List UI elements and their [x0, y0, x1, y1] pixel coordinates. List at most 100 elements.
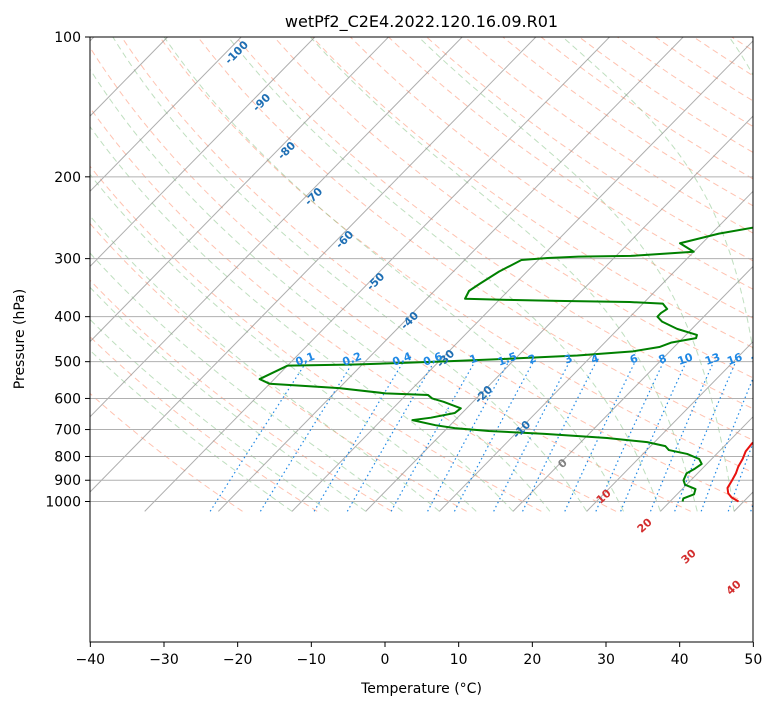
isotherm-label: -20	[472, 383, 495, 406]
dry-adiabat	[350, 37, 753, 319]
moist-adiabat-label: 0	[555, 456, 570, 471]
moist-adiabat	[227, 37, 661, 512]
y-tick-label: 600	[54, 391, 81, 407]
dry-adiabat	[770, 37, 775, 511]
dry-adiabat	[388, 37, 753, 290]
mixing-ratio-line	[674, 361, 737, 512]
mixing-ratio-label: 3	[563, 352, 575, 367]
mixing-ratio-label: 0.4	[391, 350, 414, 369]
isotherm-line	[90, 37, 316, 268]
moist-adiabat	[90, 286, 366, 512]
mixing-ratio-label: 6	[628, 352, 640, 367]
mixing-ratio-line	[209, 361, 308, 512]
dry-adiabat	[540, 37, 753, 180]
dry-adiabat	[90, 165, 542, 512]
y-tick-label: 300	[54, 252, 81, 268]
x-tick-label: 0	[381, 652, 390, 668]
mixing-ratio-label: 10	[676, 350, 695, 368]
isotherm-line	[586, 340, 753, 512]
isotherm-line	[365, 115, 753, 512]
chart-title: wetPf2_C2E4.2022.120.16.09.R01	[285, 12, 558, 32]
dry-adiabat	[90, 222, 467, 512]
mixing-ratio-label: 2	[526, 352, 538, 367]
mixing-ratio-line	[750, 502, 753, 512]
x-tick-label: 50	[744, 652, 762, 668]
x-axis: −40 −30 −20 −10 0 10 20 30 40 50	[76, 642, 762, 668]
y-tick-label: 400	[54, 310, 81, 326]
mixing-ratio-label: 13	[703, 350, 722, 367]
isotherm-label: -70	[302, 185, 325, 208]
temperature-profile-line	[726, 441, 753, 503]
moist-adiabat	[90, 318, 330, 512]
moist-adiabat	[163, 37, 624, 512]
isotherm-label: -50	[364, 270, 387, 293]
dry-adiabat	[121, 37, 753, 507]
mixing-ratio-line	[346, 361, 435, 512]
dry-adiabat	[90, 392, 243, 512]
isotherm-line	[90, 37, 390, 343]
plot-area: -100-90-80-70-60-50-40-30-20-100.1 0.2 0.4…	[90, 37, 775, 598]
mixing-ratio-label: 8	[657, 352, 669, 367]
mixing-ratio-label: 20	[750, 350, 769, 368]
isotherm-label: -80	[275, 139, 298, 162]
mixing-ratio-label: 0.2	[341, 350, 364, 369]
x-tick-label: 20	[523, 652, 541, 668]
y-tick-label: 1000	[45, 495, 81, 511]
y-tick-label: 700	[54, 423, 81, 439]
isotherm-line	[218, 37, 684, 512]
mixing-ratio-label: 0.1	[294, 350, 317, 369]
dry-adiabat	[235, 37, 753, 410]
dewpoint-profile-line	[258, 226, 753, 502]
mixing-ratio-label: 16	[725, 350, 744, 368]
moist-adiabat-label: 40	[724, 577, 744, 597]
moist-adiabat-label: 20	[635, 515, 655, 535]
isotherm-line	[291, 40, 753, 512]
isotherm-line	[144, 37, 611, 512]
y-tick-label: 900	[54, 473, 81, 489]
moist-adiabat	[310, 37, 698, 512]
mixing-ratio-line	[620, 361, 687, 512]
y-tick-label: 500	[54, 355, 81, 371]
x-tick-label: −20	[223, 652, 253, 668]
mixing-ratio-line	[522, 361, 597, 512]
mixing-ratio-line	[390, 361, 476, 512]
isotherm-line	[90, 37, 95, 42]
y-tick-label: 800	[54, 449, 81, 465]
isotherm-line	[439, 190, 753, 512]
isotherm-line	[90, 37, 537, 493]
moist-adiabat	[90, 173, 477, 512]
dry-adiabat	[90, 106, 617, 512]
x-tick-label: 30	[597, 652, 615, 668]
moist-adiabat	[90, 349, 293, 512]
mixing-ratio-line	[493, 361, 571, 512]
isotherm-line	[512, 265, 753, 512]
isotherm-line	[90, 37, 169, 117]
moist-adiabat	[418, 37, 735, 512]
isotherm-label: -60	[333, 228, 356, 251]
x-tick-label: 40	[671, 652, 689, 668]
moist-adiabat	[90, 68, 551, 512]
mixing-ratio-label: 0.6	[421, 350, 444, 369]
mixing-ratio-label: 1	[468, 352, 480, 367]
dry-adiabat	[655, 37, 753, 102]
isotherm-label: -100	[222, 38, 251, 67]
moist-adiabat	[90, 125, 514, 512]
plot-frame	[89, 36, 754, 643]
mixing-ratio-label: 1.5	[496, 350, 519, 369]
mixing-ratio-line	[453, 361, 534, 512]
y-tick-label: 200	[54, 170, 81, 186]
moist-adiabat	[90, 252, 403, 512]
dry-adiabat	[90, 46, 691, 512]
dry-adiabat	[197, 37, 753, 441]
y-axis: 100 200 300 400 500 600 700 800 900 1000	[45, 30, 90, 511]
isotherm-label: -90	[250, 91, 273, 114]
mixing-ratio-line	[727, 441, 753, 512]
moist-adiabat-label: 30	[679, 546, 699, 566]
dry-adiabat	[90, 336, 318, 512]
mixing-ratio-line	[427, 361, 510, 512]
dry-adiabat	[693, 37, 753, 77]
isotherm-line	[90, 37, 242, 193]
x-tick-label: −40	[76, 652, 106, 668]
moist-adiabat	[562, 37, 753, 354]
